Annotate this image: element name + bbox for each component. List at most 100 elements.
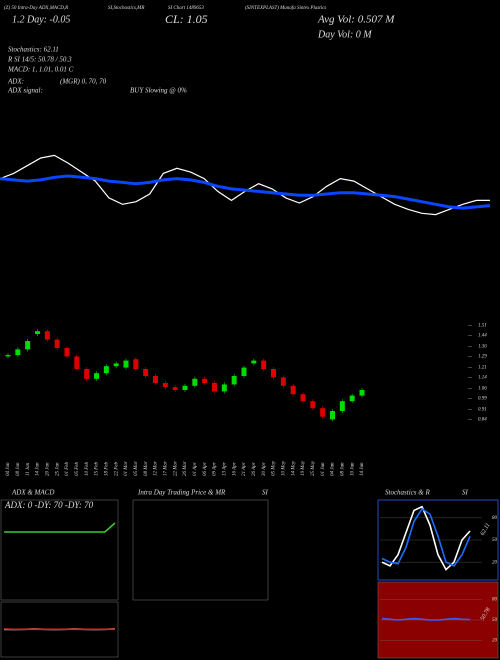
x-tick-label: 05 Feb <box>75 461 80 476</box>
series-line <box>381 617 471 621</box>
candle-body <box>280 377 286 386</box>
rsi: R SI 14/5: 50.78 / 50.3 <box>7 56 72 64</box>
series-line <box>0 174 491 210</box>
x-tick-label: 04 Jan <box>6 462 11 476</box>
y-tick-label: 1.06 <box>478 387 487 392</box>
candle-body <box>202 378 208 383</box>
candle-body <box>133 359 139 369</box>
y-tick-label: 0.84 <box>478 418 487 423</box>
x-tick-label: 17 Mar <box>163 461 168 476</box>
x-tick-label: 05 Mar <box>134 461 139 476</box>
intraday-panel <box>132 499 269 601</box>
adx-panel <box>0 499 119 601</box>
header-text: SI,Stochastics,MR <box>108 6 144 11</box>
candle-body <box>231 376 237 385</box>
candle-body <box>192 378 198 386</box>
mgr: (MGR) 0, 70, 70 <box>60 78 107 86</box>
header-text: SI Chart 1489653 <box>168 6 204 11</box>
y-tick-label: 80 <box>492 598 498 603</box>
panel-title: SI <box>462 489 469 497</box>
x-tick-label: 26 Mar <box>183 461 188 476</box>
candle-body <box>15 349 21 355</box>
candle-body <box>162 383 168 388</box>
y-tick-label: 50 <box>492 618 498 623</box>
adx: ADX: <box>7 78 24 86</box>
candle-body <box>172 387 178 390</box>
candle-body <box>261 360 267 369</box>
y-tick-label: 1.29 <box>478 355 487 360</box>
value-label: 50.78 <box>480 607 492 622</box>
x-tick-label: 09 Apr <box>213 462 218 476</box>
x-tick-label: 16 Apr <box>232 462 237 476</box>
x-tick-label: 10 Jun <box>350 462 355 476</box>
y-tick-label: 1.51 <box>478 324 487 329</box>
x-tick-label: 25 May <box>311 460 316 476</box>
y-tick-label: 1.44 <box>478 334 487 339</box>
candle-body <box>182 385 188 390</box>
x-tick-label: 04 Jun <box>331 462 336 476</box>
y-tick-label: 20 <box>492 639 498 644</box>
candle-body <box>310 401 316 409</box>
candle-body <box>25 341 31 350</box>
y-tick-label: 80 <box>492 516 498 521</box>
candle-body <box>153 376 158 383</box>
candle-body <box>5 355 11 357</box>
y-tick-label: 0.99 <box>478 397 487 402</box>
x-tick-label: 19 May <box>301 460 306 476</box>
candle-body <box>44 331 50 340</box>
day-volume: Day Vol: 0 M <box>317 29 372 40</box>
x-tick-label: 01 Apr <box>193 462 198 476</box>
x-tick-label: 14 May <box>291 460 296 476</box>
series-line <box>381 507 471 567</box>
x-tick-label: 20 Jan <box>45 462 50 476</box>
stochastics: Stochastics: 62.11 <box>8 46 59 54</box>
y-tick-label: 0.91 <box>478 408 487 413</box>
candle-body <box>330 411 335 420</box>
x-tick-label: 15 Feb <box>95 461 100 476</box>
x-tick-label: 13 Apr <box>222 462 227 476</box>
x-tick-label: 11 Jan <box>26 462 31 476</box>
x-tick-label: 22 Feb <box>114 461 119 476</box>
candle-body <box>349 395 355 402</box>
x-tick-label: 05 May <box>272 460 277 476</box>
candle-body <box>74 356 80 369</box>
x-tick-label: 08 Jan <box>16 462 21 476</box>
y-tick-label: 1.14 <box>478 376 487 381</box>
candle-body <box>103 366 109 374</box>
adx-signal: ADX signal: <box>7 87 43 95</box>
candle-body <box>221 384 227 392</box>
candle-body <box>271 369 276 378</box>
candle-body <box>320 408 326 417</box>
panel-title: Intra Day Trading Price & MR <box>137 489 226 497</box>
panel-title: SI <box>262 489 269 497</box>
close-price: CL: 1.05 <box>165 12 208 26</box>
candle-body <box>290 385 296 395</box>
x-tick-label: 08 Jun <box>340 462 345 476</box>
x-tick-label: 30 Apr <box>262 462 267 476</box>
x-tick-label: 01 Mar <box>124 461 129 476</box>
y-tick-label: 50 <box>492 538 498 543</box>
x-tick-label: 08 Mar <box>144 461 149 476</box>
candle-body <box>54 339 60 348</box>
header-text: (Z) 50 Intra-Day ADX,MACD,R <box>4 6 68 11</box>
day-change: 1.2 Day: -0.05 <box>12 14 70 25</box>
x-tick-label: 14 Jun <box>360 462 365 476</box>
x-tick-label: 25 Jan <box>55 462 60 476</box>
candle-body <box>64 348 70 357</box>
candle-body <box>84 369 90 379</box>
candle-body <box>143 369 149 376</box>
series-line <box>4 522 116 533</box>
candle-body <box>123 360 129 368</box>
panel-title: ADX & MACD <box>11 489 54 497</box>
candle-body <box>241 367 247 376</box>
y-tick-label: 20 <box>492 560 498 565</box>
candle-body <box>212 383 217 392</box>
x-tick-label: 10 May <box>281 460 286 476</box>
x-tick-label: 22 Mar <box>173 461 178 476</box>
x-tick-label: 12 Mar <box>154 461 159 476</box>
panel-title: Stochastics & R <box>385 489 430 497</box>
candle-body <box>251 360 257 364</box>
candle-body <box>359 390 365 396</box>
x-tick-label: 01 Feb <box>65 461 70 476</box>
